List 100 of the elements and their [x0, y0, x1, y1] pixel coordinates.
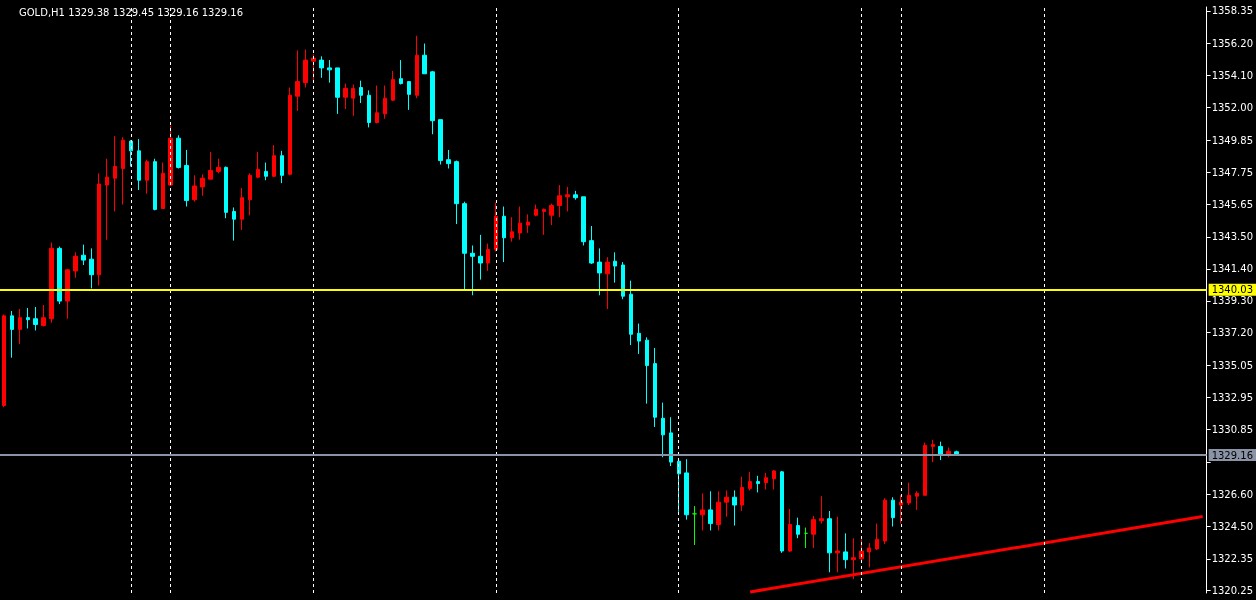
candlestick [589, 225, 594, 265]
candlestick [748, 471, 752, 491]
candlestick [367, 89, 371, 128]
candlestick [303, 48, 308, 89]
candlestick [49, 242, 54, 324]
candlestick [645, 336, 649, 405]
y-tick-label: 1352.00 [1211, 101, 1254, 113]
y-tick-label: 1335.05 [1211, 359, 1254, 371]
y-tick-label: 1320.25 [1211, 585, 1254, 597]
candlestick [65, 268, 70, 320]
candlestick [33, 306, 38, 331]
candlestick [780, 470, 784, 554]
candlestick [121, 136, 125, 206]
candlestick [478, 234, 483, 281]
candlestick [319, 55, 324, 79]
candlestick [375, 85, 379, 124]
candlestick [184, 149, 189, 208]
candlestick [677, 460, 681, 513]
candlestick [788, 508, 792, 553]
ref-line-label: 1329.16 [1211, 449, 1254, 461]
candlestick [581, 196, 586, 247]
y-tick-label: 1356.20 [1211, 38, 1254, 50]
candlestick [137, 138, 141, 191]
candlestick [938, 441, 943, 461]
candlestick [153, 158, 157, 211]
candlestick [835, 516, 840, 573]
candlestick [438, 119, 443, 166]
candlestick [851, 537, 856, 580]
candlestick [494, 202, 498, 252]
candlestick [692, 505, 697, 546]
candlestick [248, 172, 252, 216]
candlestick [661, 402, 665, 458]
candlestick [621, 261, 625, 300]
candlestick [200, 173, 205, 197]
y-tick-label: 1326.60 [1211, 488, 1254, 500]
candlestick [597, 247, 602, 296]
candlestick [756, 475, 760, 493]
y-tick-label: 1345.65 [1211, 198, 1254, 210]
candlestick [129, 139, 133, 168]
candlestick [399, 59, 403, 85]
candlestick [430, 70, 435, 135]
candlestick [351, 83, 355, 117]
candlestick [684, 458, 689, 521]
candlestick [311, 53, 316, 82]
candlestick [549, 203, 554, 226]
candlestick [510, 216, 514, 243]
candlestick [804, 527, 808, 549]
candlestick [843, 532, 848, 569]
y-tick-label: 1332.95 [1211, 391, 1254, 403]
candlestick [264, 162, 268, 181]
candlestick [407, 81, 411, 111]
candlestick [462, 201, 467, 290]
candlestick [772, 469, 776, 490]
candlestick [899, 494, 903, 525]
candlestick [208, 151, 213, 180]
candlestick [891, 496, 895, 527]
candlestick [161, 162, 165, 210]
candlestick [391, 70, 395, 102]
candlestick [867, 542, 871, 568]
candlestick [907, 482, 911, 506]
candlestick [2, 313, 6, 408]
candlestick [637, 323, 641, 355]
candlestick [502, 206, 506, 263]
candlestick [216, 158, 221, 174]
chart-title: GOLD,H1 1329.38 1329.45 1329.16 1329.16 [19, 6, 244, 18]
candlestick [288, 87, 292, 176]
candlestick [192, 174, 197, 203]
y-tick-label: 1324.50 [1211, 520, 1254, 532]
candlestick [542, 208, 546, 236]
y-tick-label: 1322.35 [1211, 553, 1254, 565]
candlestick [232, 206, 236, 242]
candlestick [875, 523, 879, 551]
candlestick [256, 151, 260, 179]
candlestick [383, 85, 387, 120]
candlestick [295, 49, 300, 112]
candlestick [145, 159, 149, 195]
candlestick [605, 256, 610, 310]
candlestick [573, 190, 578, 201]
candlestick [470, 245, 475, 296]
y-tick-label: 1341.40 [1211, 263, 1254, 275]
candlestick [168, 125, 173, 187]
candlestick [764, 472, 768, 490]
candlestick [57, 246, 62, 305]
candlestick [931, 439, 935, 463]
candlestick [73, 251, 78, 279]
candlestick [10, 310, 14, 359]
candlestick [883, 497, 887, 545]
candlestick [97, 172, 101, 287]
y-tick-label: 1349.85 [1211, 134, 1254, 146]
candlestick [446, 149, 451, 169]
candlestick [224, 166, 228, 219]
y-tick-label: 1358.35 [1211, 5, 1254, 17]
candlestick [359, 80, 363, 104]
candlestick [327, 59, 332, 84]
candlestick [653, 347, 657, 428]
candlestick [534, 204, 538, 217]
candlestick [740, 476, 744, 512]
candlestick [41, 304, 46, 327]
candlestick [796, 517, 800, 539]
candlestick [915, 490, 919, 511]
